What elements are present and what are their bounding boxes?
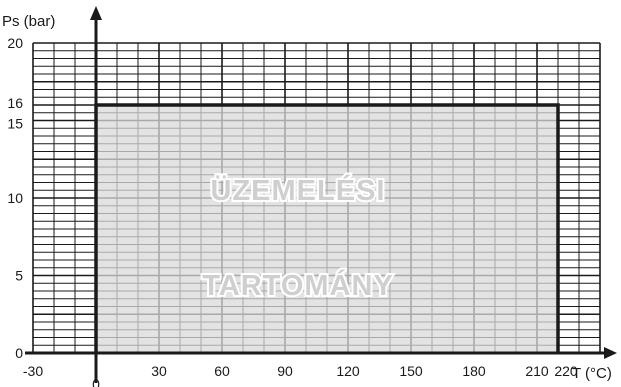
region-label-line1: ÜZEMELÉSI bbox=[211, 173, 386, 207]
y-tick-label: 0 bbox=[15, 345, 23, 361]
y-axis-arrow bbox=[90, 6, 102, 20]
x-axis-arrow bbox=[604, 347, 617, 359]
x-tick-label: 90 bbox=[277, 363, 293, 379]
x-tick-label: 30 bbox=[151, 363, 167, 379]
x-tick-label: 60 bbox=[214, 363, 230, 379]
axes bbox=[25, 6, 617, 383]
operating-region-area bbox=[96, 105, 558, 353]
x-tick-label: -30 bbox=[23, 363, 43, 379]
region-label-line2: TARTOMÁNY bbox=[202, 268, 394, 302]
y-tick-label: 15 bbox=[7, 116, 23, 132]
x-tick-label: 150 bbox=[399, 363, 423, 379]
x-tick-label: 220 bbox=[554, 363, 578, 379]
x-tick-label: 120 bbox=[336, 363, 360, 379]
x-tick-label: 0 bbox=[92, 376, 100, 387]
y-tick-label: 10 bbox=[7, 190, 23, 206]
y-tick-label: 5 bbox=[15, 268, 23, 284]
y-axis-title: Ps (bar) bbox=[2, 13, 55, 30]
y-tick-label: 20 bbox=[7, 35, 23, 51]
y-tick-label: 16 bbox=[7, 95, 23, 111]
x-tick-label: 180 bbox=[462, 363, 486, 379]
x-tick-label: 210 bbox=[525, 363, 549, 379]
x-axis-title: T (°C) bbox=[572, 365, 612, 382]
